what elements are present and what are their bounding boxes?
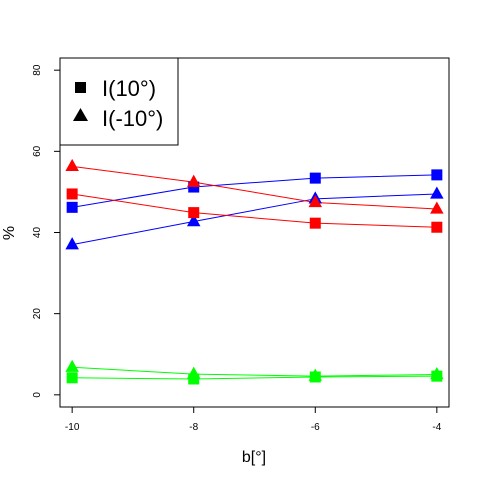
y-tick-label: 20 <box>32 308 43 320</box>
x-tick-label: -4 <box>432 422 441 433</box>
series-line <box>72 366 437 377</box>
series-line <box>72 174 437 208</box>
data-point-triangle <box>308 368 323 381</box>
data-point-triangle <box>430 201 444 214</box>
data-point-square <box>188 373 200 385</box>
y-tick-label: 0 <box>32 392 43 398</box>
legend-label-1: I(10°) <box>102 76 156 101</box>
data-point-triangle <box>186 174 201 187</box>
data-point-square <box>66 372 78 384</box>
data-point-square <box>431 221 443 233</box>
data-point-triangle <box>186 366 201 379</box>
series-lines <box>72 165 437 380</box>
x-axis-title: b[°] <box>242 449 266 466</box>
legend-triangle-marker <box>73 108 88 121</box>
series-markers <box>65 158 444 385</box>
data-point-square <box>309 172 321 184</box>
x-tick-label: -8 <box>189 422 198 433</box>
y-axis-title: % <box>1 226 18 240</box>
y-tick-label: 60 <box>32 145 43 157</box>
legend: I(10°) I(-10°) <box>59 57 179 146</box>
series-line <box>72 193 437 228</box>
x-tick-label: -6 <box>311 422 320 433</box>
data-point-square <box>431 169 443 181</box>
series-line <box>72 375 437 380</box>
data-point-triangle <box>430 367 444 380</box>
y-tick-label: 40 <box>32 227 43 239</box>
series-line <box>72 165 437 210</box>
data-point-triangle <box>186 214 201 227</box>
data-point-square <box>309 217 321 229</box>
legend-label-2: I(-10°) <box>102 106 163 131</box>
y-tick-label: 80 <box>32 64 43 76</box>
data-point-triangle <box>65 359 79 372</box>
x-tick-label: -10 <box>65 422 80 433</box>
axes: -10 -8 -6 -4 0 20 40 60 80 <box>32 64 442 433</box>
data-point-square <box>66 201 78 213</box>
data-point-triangle <box>65 237 79 250</box>
data-point-triangle <box>65 158 79 172</box>
legend-box <box>59 57 179 146</box>
data-point-triangle <box>308 194 323 208</box>
data-point-square <box>66 188 78 200</box>
data-point-triangle <box>430 186 444 199</box>
legend-square-marker <box>75 82 86 93</box>
data-point-square <box>188 207 200 219</box>
series-line <box>72 193 437 246</box>
data-point-square <box>188 181 200 193</box>
